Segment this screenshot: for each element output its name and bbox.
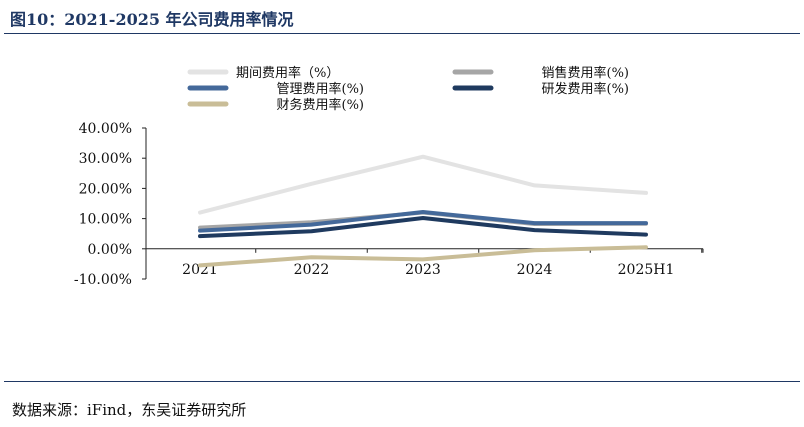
x-tick-label: 2023 <box>405 262 441 278</box>
x-tick-label: 2024 <box>517 262 553 278</box>
series-line-5 <box>198 245 648 268</box>
chart-series <box>198 154 648 268</box>
y-tick-label: 40.00% <box>79 121 132 137</box>
y-tick-label: 10.00% <box>79 212 132 228</box>
source-divider <box>4 381 800 382</box>
data-source: 数据来源：iFind，东吴证券研究所 <box>12 401 247 419</box>
legend-label-4: 研发费用率(%) <box>542 81 630 97</box>
chart-axes: 40.00%30.00%20.00%10.00%0.00%-10.00%2021… <box>74 121 704 288</box>
legend-label-2: 销售费用率(%) <box>542 65 630 81</box>
chart-legend: 期间费用率（%） 销售费用率(%) 管理费用率(%) 研发费用率(%) 财务费用率(%) <box>187 65 630 113</box>
y-tick-label: 30.00% <box>79 151 132 167</box>
y-tick-label: 0.00% <box>88 242 132 258</box>
x-tick-label: 2025H1 <box>618 262 675 278</box>
series-line-4 <box>198 215 648 239</box>
y-tick-label: 20.00% <box>79 181 132 197</box>
legend-label-3: 管理费用率(%) <box>277 81 365 97</box>
series-line-1 <box>198 154 648 215</box>
legend-label-5: 财务费用率(%) <box>277 97 365 113</box>
x-tick-label: 2022 <box>294 262 330 278</box>
series-line-3 <box>198 209 648 233</box>
figure-title: 图10：2021-2025 年公司费用率情况 <box>10 10 294 29</box>
title-divider <box>4 33 800 34</box>
legend-label-1: 期间费用率（%） <box>236 65 339 81</box>
y-tick-label: -10.00% <box>74 272 132 288</box>
